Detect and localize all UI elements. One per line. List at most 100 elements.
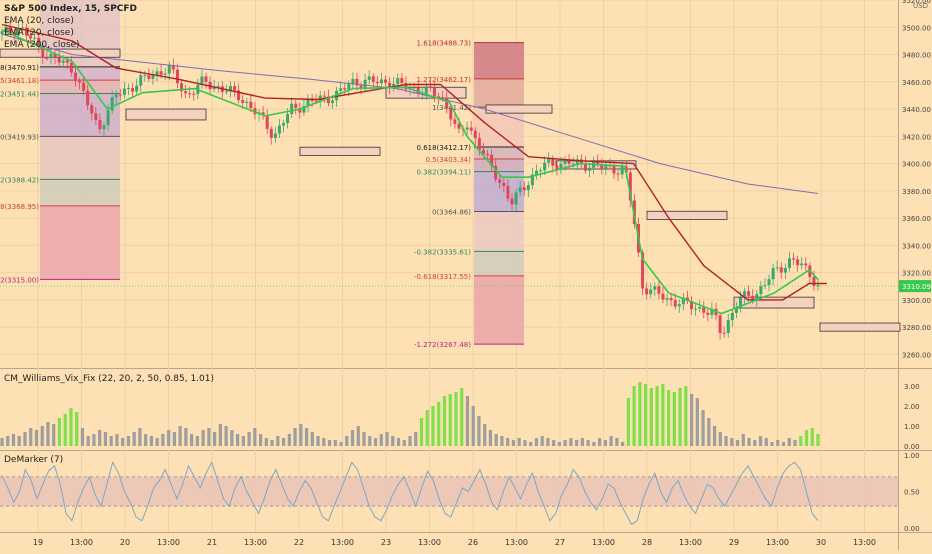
candle-body (290, 103, 294, 115)
y-tick-label: 3440.00 (902, 106, 931, 114)
candle-body (657, 286, 661, 294)
candle-body (261, 112, 265, 116)
vix-bar (718, 432, 722, 446)
candle-body (424, 86, 428, 94)
vix-bar (310, 432, 314, 446)
ema-legend-1[interactable]: EMA (20, close) (4, 16, 74, 26)
vix-bar (109, 436, 113, 446)
vix-bar (477, 416, 481, 446)
candle-body (102, 125, 106, 130)
candle-body (65, 60, 69, 63)
candle-body (326, 96, 330, 104)
candle-body (816, 285, 820, 287)
fib-level-label-left: 0.618(3470.91) (0, 64, 39, 72)
fib-zone-left (40, 205, 120, 280)
last-price-label: 3310.09 (902, 283, 931, 291)
candle-body (779, 267, 783, 273)
candle-body (322, 95, 326, 97)
vix-bar (178, 426, 182, 446)
vix-bar (345, 436, 349, 446)
vix-bar (621, 442, 625, 446)
candle-body (122, 88, 126, 95)
vix-bar (603, 440, 607, 446)
demarker-title[interactable]: DeMarker (7) (4, 455, 64, 465)
candle-body (449, 108, 453, 120)
x-tick-label: 13:00 (418, 538, 441, 547)
vix-bar (638, 382, 642, 446)
x-tick-label: 13:00 (766, 538, 789, 547)
candle-body (441, 97, 445, 99)
candle-body (743, 291, 747, 298)
candle-body (412, 87, 416, 89)
candle-body (604, 165, 608, 169)
fib-zone (474, 171, 524, 212)
candle-body (490, 154, 494, 166)
candle-body (767, 279, 771, 285)
fib-level-label-left: -0.618(3368.95) (0, 203, 39, 211)
candle-body (237, 90, 241, 101)
vix-bar (34, 430, 39, 446)
x-tick-label: 13:00 (853, 538, 876, 547)
x-tick-label: 23 (381, 538, 391, 547)
vix-bar (356, 426, 360, 446)
x-tick-label: 19 (33, 538, 43, 547)
candle-body (282, 123, 286, 126)
candle-body (477, 138, 481, 150)
candle-body (367, 76, 371, 80)
candle-body (33, 37, 37, 39)
candle-body (583, 163, 587, 171)
vix-fix-title[interactable]: CM_Williams_Vix_Fix (22, 20, 2, 50, 0.85… (4, 374, 215, 384)
candle-body (453, 119, 457, 124)
x-tick-label: 28 (642, 538, 652, 547)
candle-body (12, 32, 16, 36)
candle-body (481, 149, 485, 155)
candle-body (775, 267, 779, 269)
vix-bar (753, 440, 757, 446)
vix-bar (63, 414, 67, 446)
ema-slow-line (1, 33, 819, 194)
vix-bar (92, 434, 96, 446)
vix-bar (299, 424, 303, 446)
candle-body (16, 28, 20, 36)
candle-body (41, 46, 45, 58)
vix-bar (546, 438, 550, 446)
candle-body (804, 263, 808, 266)
candle-body (792, 258, 796, 260)
candle-body (694, 308, 698, 310)
vix-bar (586, 440, 590, 446)
x-tick-label: 22 (294, 538, 304, 547)
fib-zone (474, 42, 524, 79)
fib-level-label: 0.382(3394.11) (417, 169, 472, 177)
fib-level-label: 0(3364.86) (432, 208, 471, 216)
vix-bar (735, 440, 740, 446)
candle-body (665, 298, 669, 300)
vix-bar (419, 418, 424, 446)
x-tick-label: 20 (120, 538, 130, 547)
candle-body (718, 315, 722, 333)
candle-body (155, 71, 159, 75)
ema-fast-line (1, 29, 819, 315)
ema-mid-line (1, 23, 827, 301)
candle-body (0, 31, 4, 35)
demarker-band (0, 476, 898, 507)
vix-bar (379, 434, 383, 446)
candle-body (681, 297, 685, 305)
ema-legend-3[interactable]: EMA (200, close) (4, 40, 80, 50)
candle-body (265, 115, 269, 129)
vix-bar (75, 412, 79, 446)
vix-bar (281, 438, 286, 446)
demarker-y-tick: 1.00 (904, 452, 920, 460)
x-tick-label: 13:00 (505, 538, 528, 547)
currency-label: USD (913, 2, 928, 10)
candle-body (747, 291, 751, 296)
candle-body (518, 187, 522, 193)
y-tick-label: 3460.00 (902, 79, 931, 87)
vix-bar (373, 438, 378, 446)
vix-bar (540, 436, 544, 446)
ema-legend-2[interactable]: EMA (20, close) (4, 28, 74, 38)
vix-bar (138, 428, 142, 446)
vix-bar (454, 392, 458, 446)
candle-body (351, 78, 355, 84)
vix-bar (253, 428, 257, 446)
